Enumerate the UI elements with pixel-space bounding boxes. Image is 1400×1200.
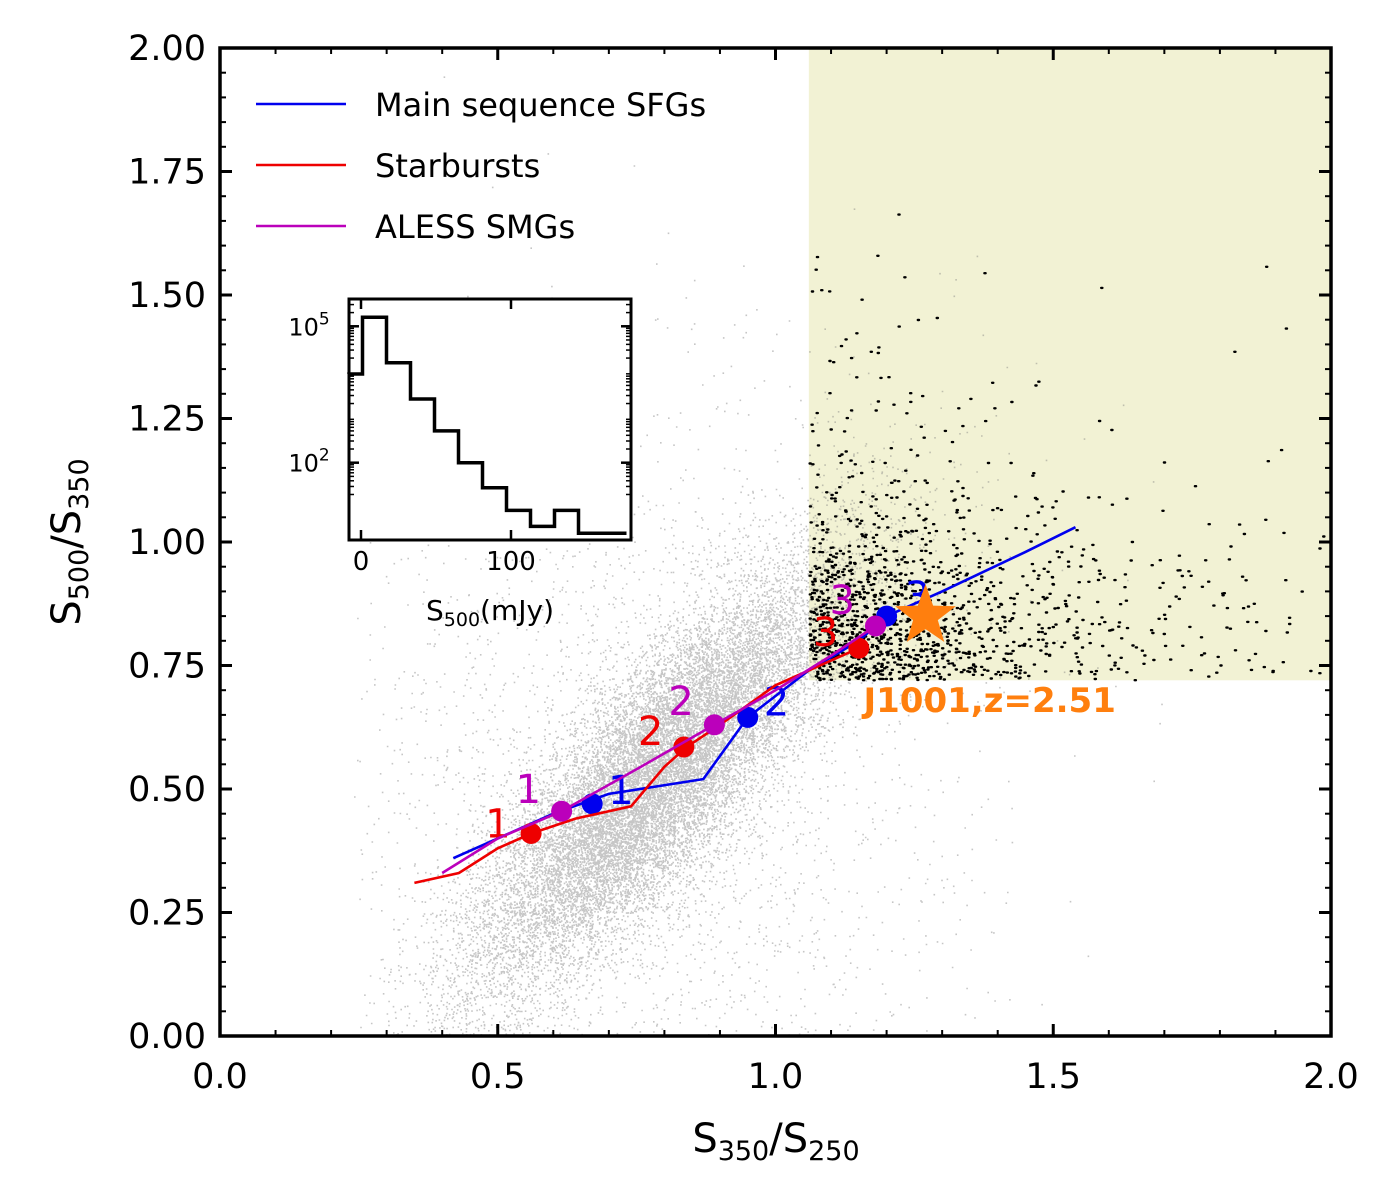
series-marker-label-aless-smgs-2: 2 (668, 679, 693, 725)
inset-background (349, 299, 631, 540)
series-marker-label-aless-smgs-1: 1 (516, 767, 541, 813)
y-tick-label: 2.00 (128, 29, 206, 69)
legend-label-aless-smgs: ALESS SMGs (375, 208, 575, 246)
series-marker-aless-smgs-2 (703, 714, 725, 736)
series-marker-main-sequence-sfgs-1 (581, 793, 603, 815)
x-tick-label: 0.0 (192, 1057, 248, 1097)
x-tick-label: 2.0 (1303, 1057, 1359, 1097)
series-marker-label-starbursts-1: 1 (485, 801, 510, 847)
background-cloud (354, 76, 1163, 1036)
selected-points (808, 213, 1326, 682)
inset-histogram-steps (347, 315, 627, 535)
highlight-label: J1001,z=2.51 (861, 681, 1115, 721)
inset-y-tick-label: 105 (288, 309, 329, 341)
series-marker-aless-smgs-3 (864, 615, 886, 637)
inset-frame (347, 297, 633, 542)
axis-ticks: 0.0 0.5 1.0 1.5 2.0 0.00 0.25 0.50 0.75 1.00 1.25 1… (128, 29, 1359, 1097)
y-axis-title: S500/S350 (44, 458, 95, 625)
series-marker-label-starbursts-3: 3 (813, 610, 838, 656)
axis-labels: S350/S250 S500/S350 (44, 458, 860, 1167)
series-marker-main-sequence-sfgs-2 (737, 706, 759, 728)
selection-region (808, 48, 1331, 681)
highlight-star (895, 584, 956, 642)
series-marker-label-main-sequence-sfgs-2: 2 (764, 679, 789, 725)
legend-label-starbursts: Starbursts (375, 147, 540, 185)
series-marker-aless-smgs-1 (551, 800, 573, 822)
inset-x-tick-label: 100 (486, 547, 536, 577)
y-tick-label: 1.25 (128, 400, 206, 440)
y-tick-label: 0.00 (128, 1017, 206, 1057)
y-tick-label: 1.00 (128, 523, 206, 563)
x-tick-label: 0.5 (470, 1057, 526, 1097)
series-marker-label-aless-smgs-3: 3 (829, 578, 854, 624)
inset-histogram-line (347, 315, 627, 535)
x-tick-label: 1.0 (748, 1057, 804, 1097)
series-line-aless-smgs (441, 624, 877, 875)
inset-histogram: 0 100 102 105 S500(mJy) (288, 297, 633, 631)
series-marker-label-starbursts-2: 2 (638, 709, 663, 755)
legend-label-main-sequence-sfgs: Main sequence SFGs (375, 86, 706, 124)
series-marker-starbursts-1 (520, 822, 542, 844)
inset-ticks: 0 100 102 105 (288, 299, 631, 577)
inset-x-tick-label: 0 (353, 547, 370, 577)
x-axis-title: S350/S250 (692, 1116, 859, 1167)
y-tick-label: 0.50 (128, 770, 206, 810)
series-line-starbursts (414, 647, 860, 885)
series-marker-starbursts-3 (848, 637, 870, 659)
inset-x-axis-title: S500(mJy) (426, 594, 554, 631)
y-tick-label: 0.25 (128, 894, 206, 934)
selected-points-marks (808, 213, 1326, 682)
y-tick-label: 0.75 (128, 647, 206, 687)
inset-y-tick-label: 102 (288, 446, 329, 478)
x-tick-label: 1.5 (1025, 1057, 1081, 1097)
cloud-points (354, 76, 1163, 1036)
legend: Main sequence SFGs Starbursts ALESS SMGs (256, 86, 706, 246)
series-marker-starbursts-2 (673, 736, 695, 758)
y-tick-label: 1.50 (128, 276, 206, 316)
y-tick-label: 1.75 (128, 153, 206, 193)
